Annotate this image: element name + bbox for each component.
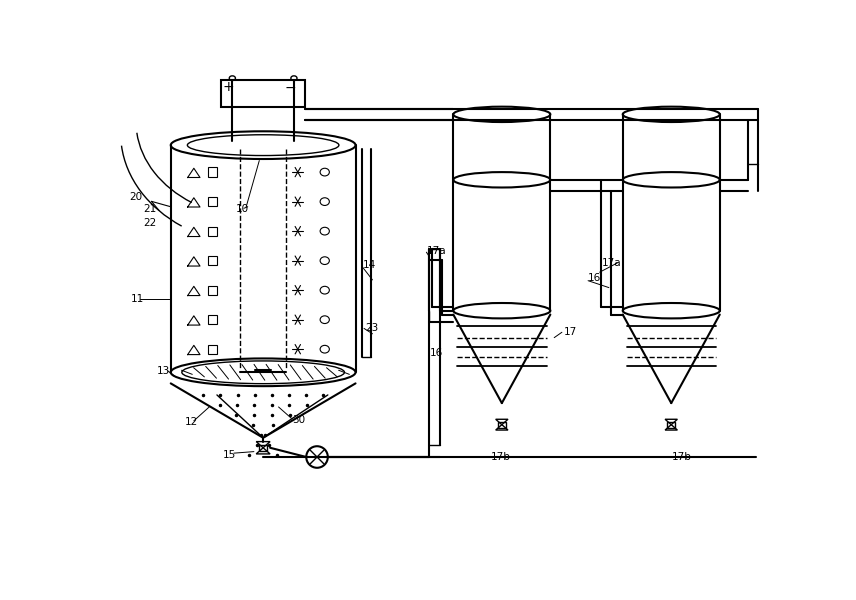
- Text: 23: 23: [366, 323, 379, 332]
- Text: 17b: 17b: [671, 452, 691, 462]
- Text: +: +: [223, 80, 235, 94]
- Text: 21: 21: [143, 204, 157, 214]
- Text: 16: 16: [588, 274, 601, 283]
- Bar: [208, 197, 217, 206]
- Bar: [208, 167, 217, 177]
- Text: 22: 22: [143, 218, 157, 228]
- Text: 14: 14: [363, 259, 377, 269]
- Bar: [221, 80, 306, 107]
- Text: 13: 13: [157, 366, 170, 376]
- Bar: [208, 344, 217, 354]
- Bar: [668, 422, 675, 428]
- Bar: [498, 422, 506, 428]
- Bar: [208, 286, 217, 295]
- Text: 17: 17: [563, 327, 577, 337]
- Bar: [208, 227, 217, 236]
- Text: 17a: 17a: [602, 258, 621, 268]
- Text: 17a: 17a: [426, 245, 446, 256]
- Text: 30: 30: [293, 415, 306, 425]
- Text: 15: 15: [223, 449, 236, 460]
- Text: −: −: [284, 80, 296, 94]
- Text: 11: 11: [131, 294, 144, 304]
- Text: 20: 20: [129, 192, 142, 202]
- Text: 12: 12: [185, 418, 198, 427]
- Bar: [259, 445, 267, 451]
- Text: 17b: 17b: [490, 452, 510, 462]
- Bar: [208, 256, 217, 265]
- Text: 16: 16: [431, 348, 443, 358]
- Text: 10: 10: [236, 204, 249, 214]
- Bar: [208, 315, 217, 325]
